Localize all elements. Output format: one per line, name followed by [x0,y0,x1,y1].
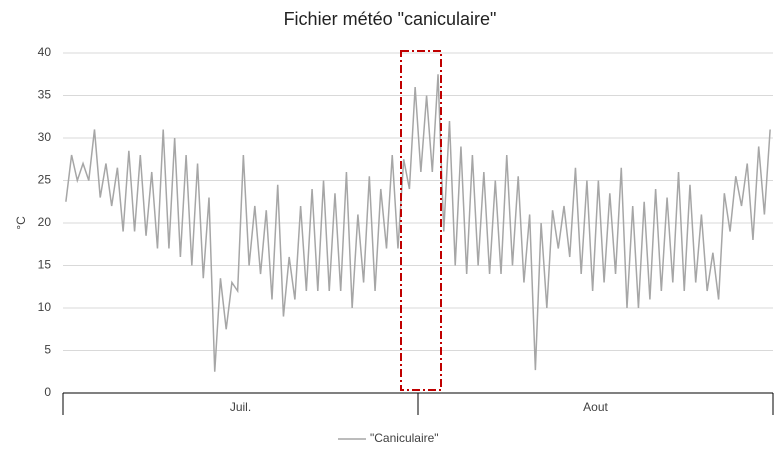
y-tick-label: 25 [38,173,52,187]
y-tick-label: 0 [44,385,51,399]
x-group-label: Aout [583,400,608,414]
chart-title: Fichier météo "caniculaire" [284,9,497,29]
data-line [65,74,771,372]
x-group-label: Juil. [230,400,251,414]
y-tick-label: 15 [38,258,52,272]
y-axis-label: °C [14,216,28,230]
y-tick-label: 40 [38,45,52,59]
legend-label: "Caniculaire" [370,431,439,445]
y-tick-label: 20 [38,215,52,229]
y-tick-label: 30 [38,130,52,144]
heatwave-highlight [400,50,442,391]
y-tick-label: 5 [44,343,51,357]
y-tick-label: 10 [38,300,52,314]
y-tick-label: 35 [38,88,52,102]
